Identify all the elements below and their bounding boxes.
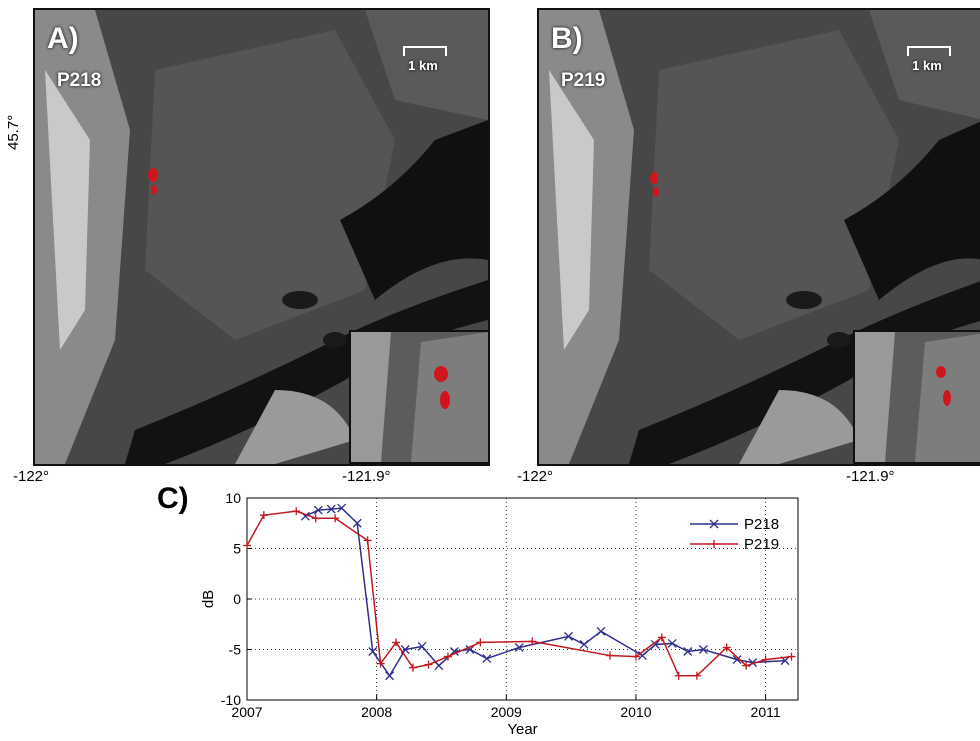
- y-tick-label: 0: [233, 591, 241, 607]
- panel-a-track-label: P218: [57, 70, 102, 91]
- data-point-p218: [514, 643, 524, 652]
- latitude-label: 45.7°: [5, 114, 22, 150]
- data-point-p219: [606, 651, 615, 660]
- legend-marker-p218: [709, 519, 719, 529]
- data-point-p219: [476, 638, 485, 647]
- data-point-p218: [352, 518, 362, 528]
- series-line-p219: [246, 510, 792, 677]
- y-tick-label: 10: [225, 490, 241, 506]
- data-point-p218: [579, 639, 589, 649]
- chart-c-letter: C): [157, 482, 189, 515]
- panel-a-lon-left-label: -122°: [13, 468, 50, 485]
- x-tick-label: 2011: [751, 704, 781, 720]
- data-point-p218: [385, 671, 395, 681]
- data-point-p219: [631, 652, 640, 661]
- panel-b-inset: [853, 330, 980, 464]
- data-point-p219: [657, 633, 666, 642]
- y-tick-label: -5: [229, 642, 242, 658]
- data-point-p218: [434, 661, 444, 671]
- y-axis-label: dB: [200, 590, 217, 608]
- panel-b-letter: B): [551, 22, 583, 55]
- data-point-p219: [392, 638, 401, 647]
- data-point-p218: [732, 655, 742, 665]
- data-point-p219: [528, 637, 537, 646]
- panel-a-scale-label: 1 km: [408, 58, 438, 73]
- panel-a-inset-image: [351, 332, 488, 462]
- data-point-p219: [787, 652, 796, 661]
- legend-marker-p219: [710, 540, 718, 548]
- data-point-p219: [424, 660, 433, 669]
- sar-image-panel-b: B) P219 1 km: [537, 8, 980, 466]
- data-point-p218: [313, 505, 323, 515]
- data-point-p219: [742, 661, 751, 670]
- panel-a-letter: A): [47, 22, 79, 55]
- data-point-p219: [443, 652, 452, 661]
- x-tick-label: 2010: [620, 704, 651, 720]
- x-tick-label: 2009: [491, 704, 522, 720]
- data-point-p218: [564, 631, 573, 641]
- data-point-p218: [482, 654, 492, 664]
- data-point-p218: [667, 638, 677, 648]
- x-axis-label: Year: [507, 721, 537, 738]
- legend-label-p218: P218: [744, 516, 779, 533]
- panel-a-lon-right-label: -121.9°: [342, 468, 391, 485]
- data-point-p219: [292, 507, 301, 516]
- data-point-p219: [761, 655, 770, 664]
- data-point-p219: [674, 671, 683, 680]
- data-point-p219: [311, 514, 320, 523]
- panel-b-scale-label: 1 km: [912, 58, 942, 73]
- data-point-p218: [337, 503, 347, 513]
- data-point-p219: [376, 659, 385, 668]
- data-point-p219: [243, 541, 251, 550]
- data-point-p219: [692, 671, 701, 680]
- panel-a-scale-bar: 1 km: [400, 42, 447, 86]
- y-tick-label: 5: [233, 541, 241, 557]
- sar-terrain-image-a: [35, 10, 488, 464]
- data-point-p218: [417, 642, 427, 651]
- panel-a-inset: [349, 330, 488, 464]
- data-point-p218: [650, 639, 660, 649]
- x-tick-label: 2007: [231, 704, 262, 720]
- data-point-p219: [331, 514, 340, 523]
- panel-b-scale-bar: 1 km: [904, 42, 951, 86]
- data-point-p219: [363, 536, 372, 545]
- data-point-p219: [259, 511, 268, 520]
- x-tick-label: 2008: [361, 704, 392, 720]
- sar-image-panel-a: A) P218 1 km: [33, 8, 490, 466]
- data-point-p219: [722, 643, 731, 652]
- legend-label-p219: P219: [744, 536, 779, 553]
- data-point-p218: [465, 645, 475, 654]
- data-point-p219: [408, 663, 417, 672]
- data-point-p218: [596, 626, 606, 636]
- backscatter-timeseries-chart: 2007 2008 2009 2010 2011 -10 -5 0 5 10 Year dB P218 P…: [200, 490, 799, 738]
- panel-b-inset-image: [855, 332, 980, 462]
- data-point-p218: [683, 647, 693, 656]
- data-point-p218: [368, 647, 378, 656]
- data-point-p218: [326, 504, 336, 514]
- data-point-p218: [698, 645, 708, 654]
- panel-b-lon-left-label: -122°: [517, 468, 554, 485]
- panel-b-track-label: P219: [561, 70, 606, 91]
- y-tick-label: -10: [221, 692, 241, 708]
- panel-b-lon-right-label: -121.9°: [846, 468, 895, 485]
